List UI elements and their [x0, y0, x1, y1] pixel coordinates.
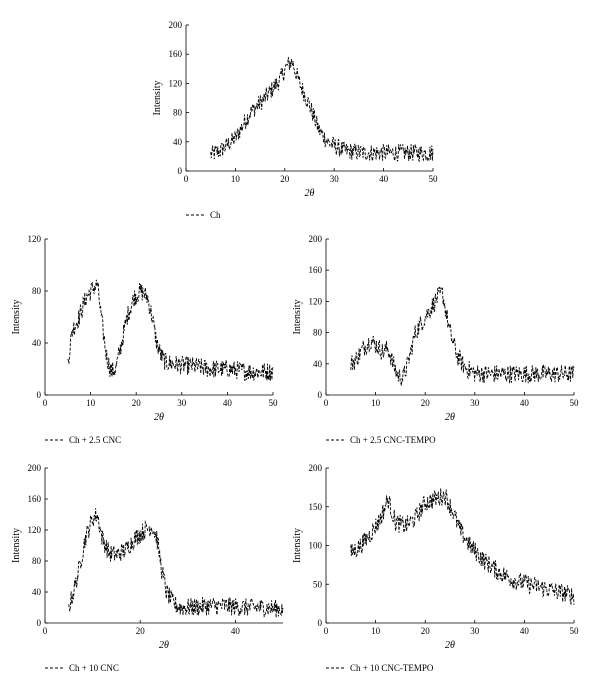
y-tick-label: 0 [37, 618, 42, 628]
y-tick-label: 40 [32, 587, 42, 597]
chart-panel-4: 0 20 40 0 40 80 120 160 200 2θ Intensity Ch + 10 CN… [11, 463, 284, 673]
x-tick-label: 50 [269, 398, 279, 408]
x-tick-label: 10 [231, 174, 241, 184]
y-tick-label: 160 [28, 494, 42, 504]
x-tick-label: 40 [520, 398, 530, 408]
x-axis-label: 2θ [305, 188, 315, 199]
y-tick-label: 0 [318, 390, 323, 400]
series-line [68, 508, 284, 618]
chart-panel-2: 0 10 20 30 40 50 0 40 80 120 2θ Intensity Ch + 2.5 C… [11, 234, 278, 445]
series-line [350, 488, 575, 605]
y-tick-label: 200 [309, 234, 323, 244]
x-axis-label: 2θ [445, 640, 455, 651]
x-tick-label: 10 [371, 398, 381, 408]
y-tick-label: 40 [173, 137, 183, 147]
x-tick-label: 20 [280, 174, 290, 184]
series-line [210, 56, 434, 163]
y-tick-label: 120 [28, 525, 42, 535]
series-line [350, 286, 575, 386]
x-tick-label: 20 [421, 398, 431, 408]
y-tick-label: 150 [309, 502, 323, 512]
y-tick-label: 0 [318, 618, 323, 628]
x-tick-label: 20 [421, 626, 431, 636]
x-tick-label: 0 [324, 398, 329, 408]
y-axis-label: Intensity [11, 300, 22, 335]
x-axis-label: 2θ [445, 412, 455, 423]
x-tick-label: 0 [43, 398, 48, 408]
y-tick-label: 0 [178, 166, 183, 176]
legend-entry: Ch [210, 210, 221, 220]
x-tick-label: 10 [371, 626, 381, 636]
y-tick-label: 160 [309, 265, 323, 275]
x-tick-label: 40 [231, 626, 241, 636]
y-tick-label: 80 [32, 286, 42, 296]
y-tick-label: 120 [28, 234, 42, 244]
x-axis-label: 2θ [159, 640, 169, 651]
x-tick-label: 40 [520, 626, 530, 636]
x-axis-label: 2θ [154, 412, 164, 423]
chart-panel-5: 0 10 20 30 40 50 0 50 100 150 200 2θ Intensity Ch + 1… [292, 463, 579, 673]
x-tick-label: 30 [330, 174, 340, 184]
y-tick-label: 50 [313, 579, 323, 589]
x-tick-label: 50 [429, 174, 439, 184]
legend-entry: Ch + 2.5 CNC [69, 435, 121, 445]
y-tick-label: 120 [169, 78, 183, 88]
x-tick-label: 10 [86, 398, 96, 408]
x-tick-label: 30 [470, 398, 480, 408]
y-axis-label: Intensity [11, 528, 22, 563]
y-tick-label: 40 [313, 359, 323, 369]
y-axis-label: Intensity [292, 300, 303, 335]
y-tick-label: 80 [173, 108, 183, 118]
y-tick-label: 200 [309, 463, 323, 473]
y-tick-label: 200 [28, 463, 42, 473]
x-tick-label: 20 [132, 398, 142, 408]
x-tick-label: 0 [184, 174, 189, 184]
x-tick-label: 30 [470, 626, 480, 636]
x-tick-label: 0 [324, 626, 329, 636]
y-tick-label: 80 [32, 556, 42, 566]
y-tick-label: 40 [32, 338, 42, 348]
series-line [67, 279, 274, 381]
y-tick-label: 120 [309, 296, 323, 306]
x-tick-label: 30 [177, 398, 187, 408]
y-tick-label: 0 [37, 390, 42, 400]
y-axis-label: Intensity [292, 528, 303, 563]
y-tick-label: 160 [169, 49, 183, 59]
legend-entry: Ch + 2.5 CNC-TEMPO [350, 435, 436, 445]
y-axis-label: Intensity [152, 81, 163, 116]
chart-panel-3: 0 10 20 30 40 50 0 40 80 120 160 200 2θ Intensity Ch +… [292, 234, 579, 445]
x-tick-label: 50 [570, 626, 580, 636]
x-tick-label: 50 [570, 398, 580, 408]
y-tick-label: 80 [313, 328, 323, 338]
legend-entry: Ch + 10 CNC [69, 663, 119, 673]
y-tick-label: 100 [309, 541, 323, 551]
x-tick-label: 20 [136, 626, 146, 636]
x-tick-label: 0 [43, 626, 48, 636]
chart-panel-1: 0 10 20 30 40 50 0 40 80 120 160 200 2θ Intensity Ch [152, 20, 438, 220]
legend-entry: Ch + 10 CNC-TEMPO [350, 663, 434, 673]
x-tick-label: 40 [379, 174, 389, 184]
y-tick-label: 200 [169, 20, 183, 30]
x-tick-label: 40 [223, 398, 233, 408]
